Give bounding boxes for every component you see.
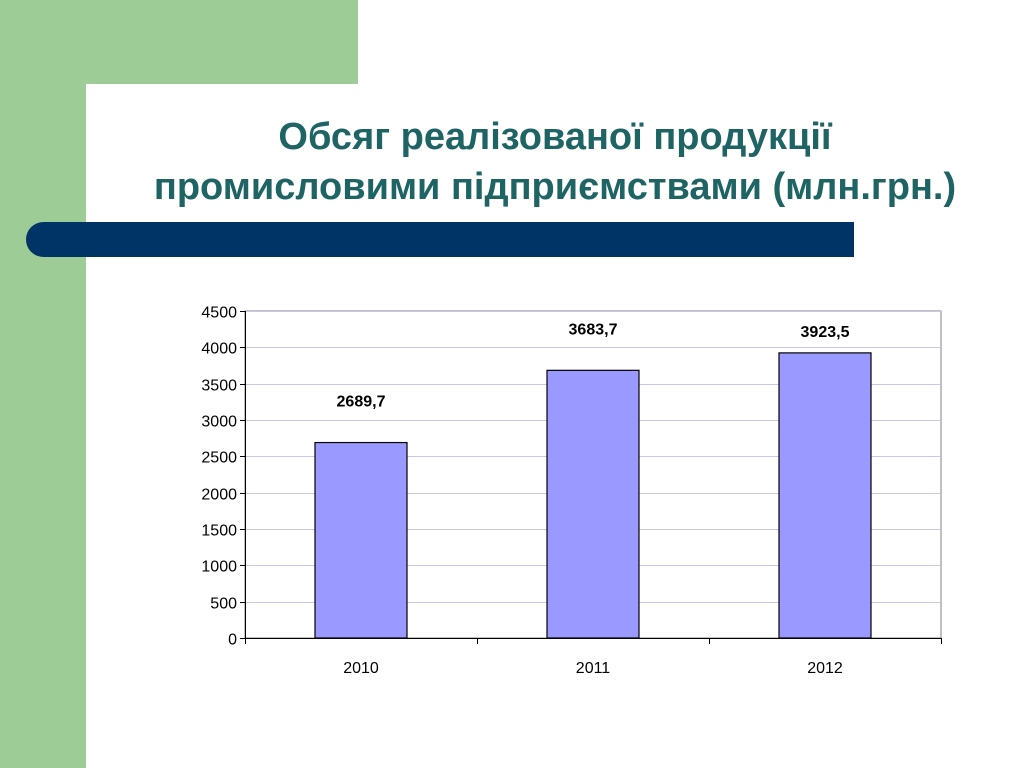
data-label-2010: 2689,7 xyxy=(337,394,386,411)
y-tick-label: 3000 xyxy=(201,414,237,431)
y-tick-label: 0 xyxy=(228,632,237,649)
slide-title-line-1: Обсяг реалізованої продукції xyxy=(278,116,832,158)
y-tick-label: 4500 xyxy=(201,305,237,322)
labels: 0 500 1000 1500 2000 2500 3000 3500 4000 4500 2689… xyxy=(201,305,849,678)
y-tick-label: 4000 xyxy=(201,341,237,358)
title-underline-bar xyxy=(26,222,854,257)
y-tick-label: 1000 xyxy=(201,559,237,576)
green-accent-block xyxy=(0,0,358,84)
x-category-label-2012: 2012 xyxy=(807,660,843,677)
axes xyxy=(240,311,942,644)
data-label-2011: 3683,7 xyxy=(569,321,618,338)
y-tick-label: 500 xyxy=(210,596,237,613)
y-tick-label: 2500 xyxy=(201,450,237,467)
green-accent-strip xyxy=(0,84,86,768)
y-tick-label: 1500 xyxy=(201,523,237,540)
y-tick-label: 2000 xyxy=(201,487,237,504)
bars xyxy=(314,352,872,639)
bar-2012 xyxy=(778,352,872,639)
slide-title-line-2: промисловими підприємствами (млн.грн.) xyxy=(153,166,957,208)
data-label-2012: 3923,5 xyxy=(801,324,850,341)
bar-2010 xyxy=(314,441,408,639)
slide-title: Обсяг реалізованої продукції промисловим… xyxy=(86,112,1024,212)
y-tick-label: 3500 xyxy=(201,378,237,395)
x-category-label-2011: 2011 xyxy=(576,660,611,677)
bar-2011 xyxy=(546,369,640,639)
x-category-label-2010: 2010 xyxy=(343,660,379,677)
